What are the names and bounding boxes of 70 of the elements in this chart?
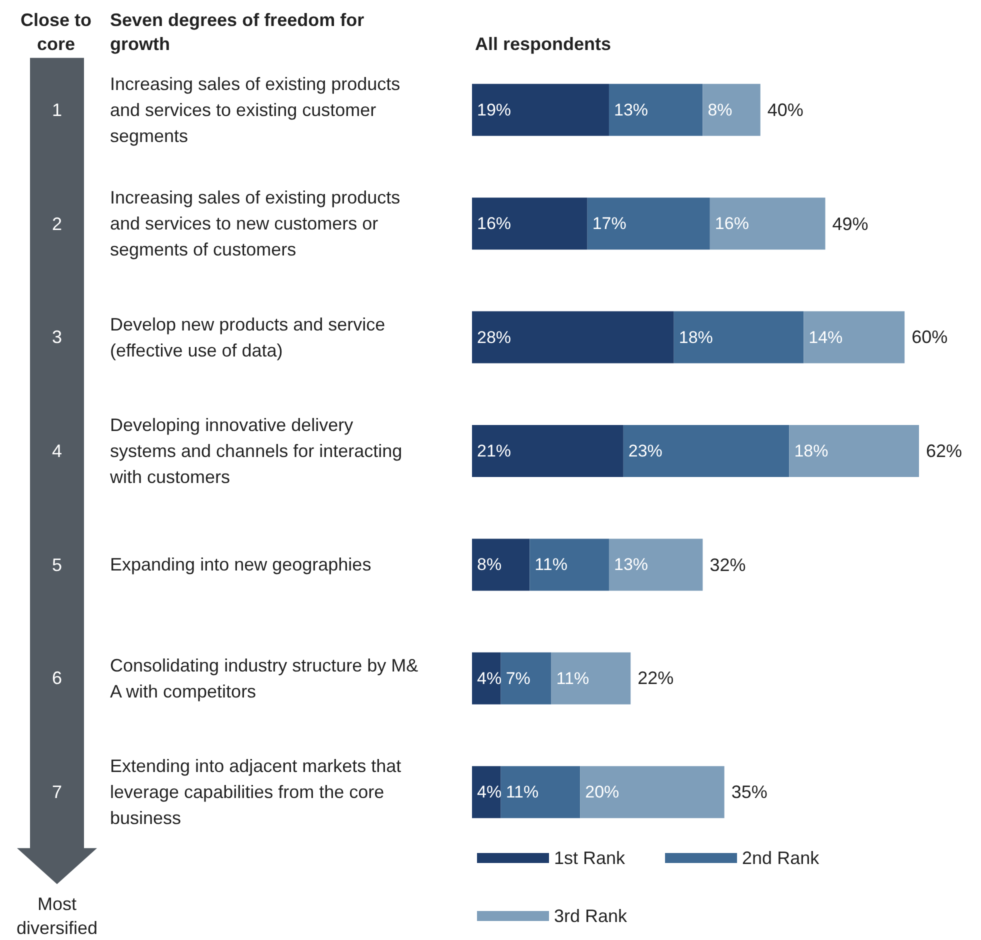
legend-label: 1st Rank xyxy=(554,848,626,868)
legend-label: 3rd Rank xyxy=(554,906,628,926)
total-label: 32% xyxy=(710,554,746,577)
data-label: 14% xyxy=(808,328,843,347)
bar xyxy=(551,652,631,704)
bar xyxy=(789,425,919,477)
legend-label: 2nd Rank xyxy=(742,848,820,868)
data-label: 8% xyxy=(708,100,732,120)
bar xyxy=(530,538,609,591)
chart-title: All respondents xyxy=(475,34,612,54)
bar xyxy=(587,198,710,250)
total-label: 22% xyxy=(638,667,674,690)
bar xyxy=(608,84,703,136)
data-label: 11% xyxy=(534,555,568,574)
text: 4 xyxy=(50,440,63,463)
bar xyxy=(472,425,624,477)
y-tick-label: Extending into adjacent markets that leverage capabilities from the core business xyxy=(110,756,406,828)
bar xyxy=(472,84,609,136)
y-tick-label: Increasing sales of existing products and services to new customers or segments of customers xyxy=(110,188,406,260)
text: 7 xyxy=(50,781,63,804)
bar xyxy=(710,198,826,250)
data-label: 16% xyxy=(477,214,512,234)
bar xyxy=(702,84,760,136)
y-tick-label: Consolidating industry structure by M&A with competitors xyxy=(110,655,418,702)
y-tick-label: Develop new products and service (effective use of data) xyxy=(110,314,390,360)
data-label: 11% xyxy=(556,668,590,688)
bar xyxy=(472,198,588,250)
bar xyxy=(580,766,724,818)
data-label: 13% xyxy=(614,555,648,574)
bar xyxy=(472,766,501,818)
text: 2 xyxy=(50,212,63,236)
bar xyxy=(623,425,790,477)
text: 5 xyxy=(50,554,63,577)
data-label: 7% xyxy=(506,668,530,688)
y-tick-label: Developing innovative delivery systems and channels for interacting with customers xyxy=(109,415,408,487)
data-label: 18% xyxy=(794,442,828,460)
y-axis-title: Seven degrees of freedom for growth xyxy=(110,9,366,56)
total-label: 62% xyxy=(926,440,962,463)
bar xyxy=(500,652,552,704)
total-label: 40% xyxy=(767,98,804,122)
data-label: 17% xyxy=(592,214,626,234)
data-label: 13% xyxy=(614,100,648,120)
data-label: 8% xyxy=(477,555,502,574)
y-tick-label: Increasing sales of existing products and services to existing customer segments xyxy=(110,74,406,146)
total-label: 35% xyxy=(731,781,768,804)
data-label: 16% xyxy=(714,214,749,234)
bar xyxy=(472,538,530,591)
bar xyxy=(500,766,580,818)
bar xyxy=(472,652,501,704)
total-label: 60% xyxy=(912,326,948,350)
data-label: 11% xyxy=(506,782,539,802)
text: 1 xyxy=(50,98,63,122)
data-label: 19% xyxy=(477,100,512,120)
total-label: 49% xyxy=(832,212,868,236)
y-tick-label: Expanding into new geographies xyxy=(110,554,372,575)
data-label: 18% xyxy=(678,328,713,347)
bar xyxy=(674,311,804,364)
data-label: 23% xyxy=(628,442,662,460)
data-label: 4% xyxy=(477,782,502,802)
bar xyxy=(804,311,905,364)
data-label: 20% xyxy=(585,782,620,802)
data-label: 28% xyxy=(477,328,512,347)
text: Most diversified xyxy=(15,893,99,940)
text: 3 xyxy=(50,326,63,350)
bar xyxy=(608,538,703,591)
text: 6 xyxy=(50,667,63,690)
data-label: 21% xyxy=(477,442,512,460)
bar xyxy=(472,311,674,364)
text: Close to core xyxy=(19,9,92,56)
data-label: 4% xyxy=(477,668,502,688)
